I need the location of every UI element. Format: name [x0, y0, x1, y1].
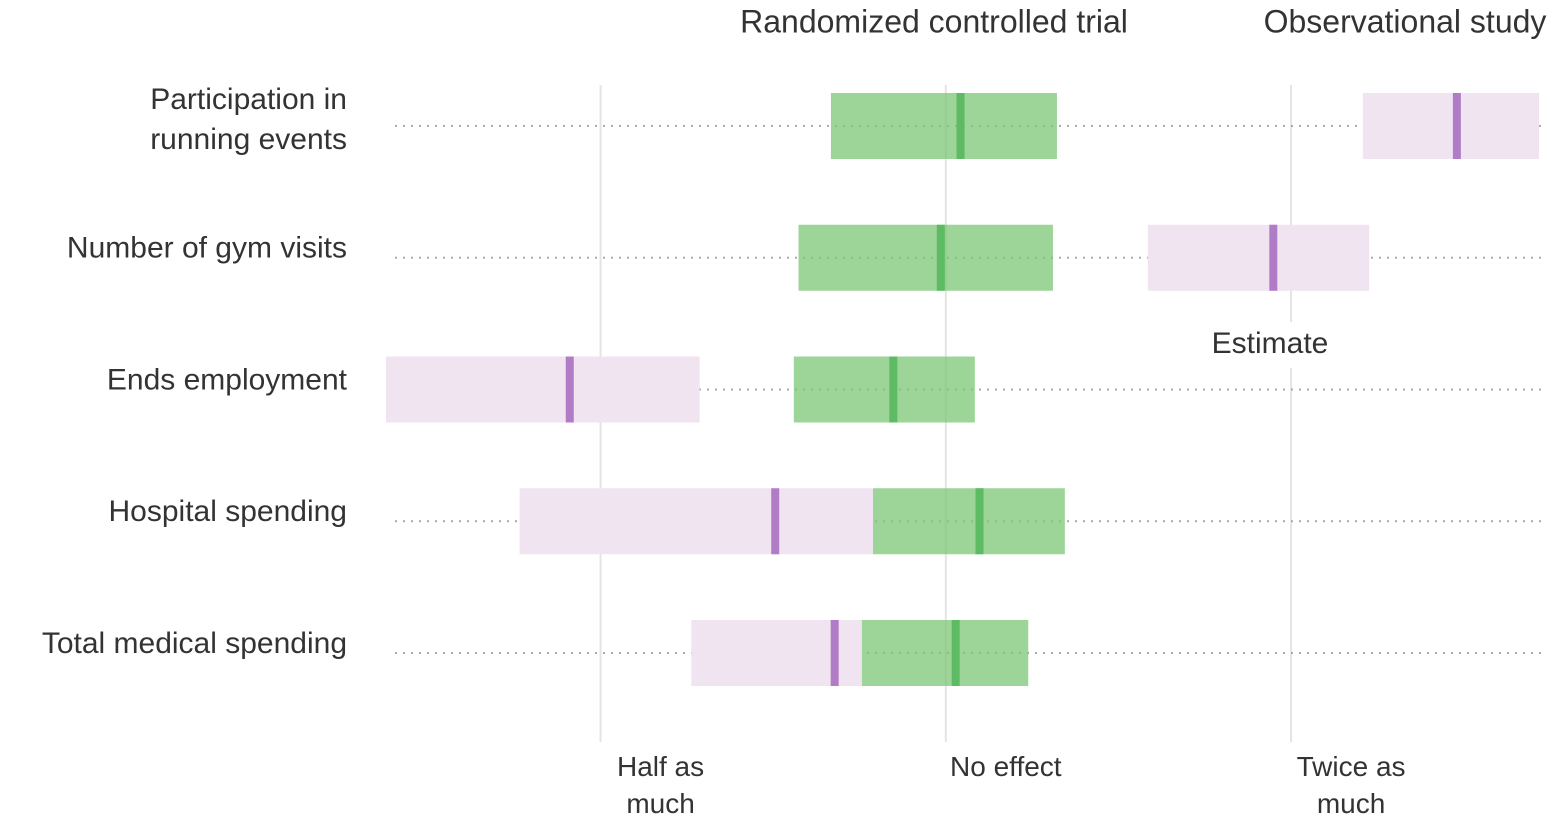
estimate-mark — [771, 488, 780, 555]
interval-bar — [830, 93, 1057, 159]
estimate-mark — [975, 488, 984, 555]
interval-bar — [793, 356, 975, 423]
interval-bar — [386, 356, 700, 423]
category-label: Total medical spending — [42, 627, 347, 660]
estimate-mark — [1269, 224, 1278, 291]
estimate-mark — [889, 356, 898, 423]
interval-bar — [1147, 224, 1370, 291]
annotation: Estimate — [1212, 327, 1329, 360]
estimate-mark — [830, 620, 839, 686]
x-tick-label: No effect — [950, 751, 1062, 782]
estimate-mark — [565, 356, 574, 423]
category-label: Hospital spending — [109, 495, 348, 528]
x-tick-label: Half as much — [616, 751, 705, 819]
estimate-mark — [951, 620, 960, 686]
category-label: Participation in running events — [150, 83, 347, 156]
category-label: Number of gym visits — [67, 232, 347, 265]
estimate-mark — [1452, 93, 1461, 159]
estimate-mark — [956, 93, 965, 159]
legend-label: Randomized controlled trial — [740, 3, 1128, 39]
interval-bar — [1362, 93, 1539, 159]
x-tick-label: Twice as much — [1296, 751, 1406, 819]
interval-bar — [873, 488, 1065, 555]
annotation-bg — [1200, 322, 1340, 368]
interval-bar — [519, 488, 874, 555]
interval-bar — [798, 224, 1053, 291]
legend-label: Observational study — [1264, 3, 1547, 39]
interval-bar — [861, 620, 1029, 686]
category-label: Ends employment — [107, 363, 348, 396]
estimate-mark — [936, 224, 945, 291]
